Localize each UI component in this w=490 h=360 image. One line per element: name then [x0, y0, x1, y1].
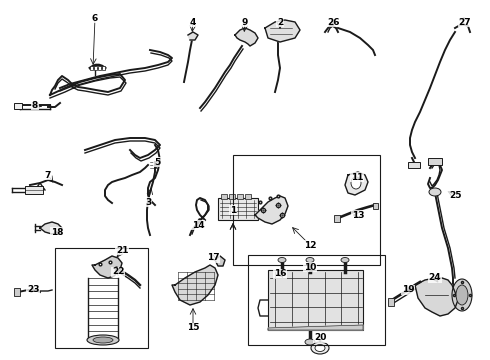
Bar: [221, 194, 227, 199]
Text: 12: 12: [304, 240, 316, 249]
Text: 20: 20: [314, 333, 326, 342]
Text: 3: 3: [145, 198, 151, 207]
Bar: [408, 162, 420, 168]
Bar: [268, 270, 363, 330]
Ellipse shape: [306, 257, 314, 262]
Polygon shape: [92, 256, 122, 278]
Text: 14: 14: [192, 220, 204, 230]
Text: 21: 21: [116, 246, 128, 255]
Bar: [98, 66, 100, 69]
Text: 9: 9: [242, 18, 248, 27]
Text: 6: 6: [92, 14, 98, 23]
Bar: [334, 215, 340, 222]
Text: 8: 8: [32, 100, 38, 109]
Text: 23: 23: [27, 285, 39, 294]
Bar: [373, 203, 378, 209]
Text: 26: 26: [327, 18, 339, 27]
Text: 17: 17: [207, 253, 220, 262]
Bar: [14, 103, 22, 109]
Text: 18: 18: [51, 228, 63, 237]
Bar: [388, 298, 394, 306]
Text: 11: 11: [351, 172, 363, 181]
Ellipse shape: [429, 188, 441, 196]
Bar: [218, 198, 258, 220]
Text: 27: 27: [459, 18, 471, 27]
Bar: [94, 66, 97, 69]
Text: 5: 5: [154, 158, 160, 166]
Ellipse shape: [93, 337, 113, 343]
Polygon shape: [40, 222, 62, 234]
Polygon shape: [215, 256, 225, 266]
Text: 25: 25: [449, 190, 461, 199]
Text: 24: 24: [429, 274, 441, 283]
Text: 4: 4: [190, 18, 196, 27]
Bar: [428, 158, 442, 165]
Polygon shape: [345, 172, 368, 195]
Bar: [233, 155, 380, 265]
Polygon shape: [268, 325, 363, 330]
Bar: [25, 186, 43, 194]
Text: 15: 15: [187, 324, 199, 333]
Text: 13: 13: [352, 211, 364, 220]
Ellipse shape: [452, 279, 472, 311]
Text: 10: 10: [304, 262, 316, 271]
Text: 2: 2: [277, 18, 283, 27]
Polygon shape: [415, 278, 458, 316]
Text: 7: 7: [45, 171, 51, 180]
Bar: [101, 66, 104, 69]
Text: 22: 22: [112, 267, 124, 276]
Polygon shape: [235, 28, 258, 46]
Polygon shape: [255, 196, 288, 224]
Bar: [14, 288, 20, 296]
Polygon shape: [265, 20, 300, 42]
Ellipse shape: [311, 342, 329, 354]
Polygon shape: [188, 32, 198, 40]
Bar: [90, 66, 93, 69]
Bar: [229, 194, 235, 199]
Bar: [248, 255, 385, 345]
Polygon shape: [172, 265, 218, 305]
Text: 16: 16: [274, 270, 286, 279]
Ellipse shape: [305, 339, 315, 345]
Text: 1: 1: [230, 206, 236, 215]
Ellipse shape: [456, 285, 468, 305]
Ellipse shape: [351, 177, 361, 189]
Bar: [237, 194, 243, 199]
Bar: [55, 248, 148, 348]
Ellipse shape: [315, 345, 325, 351]
Text: 19: 19: [402, 285, 415, 294]
Ellipse shape: [341, 257, 349, 262]
Bar: [245, 194, 251, 199]
Ellipse shape: [278, 257, 286, 262]
Ellipse shape: [87, 335, 119, 345]
